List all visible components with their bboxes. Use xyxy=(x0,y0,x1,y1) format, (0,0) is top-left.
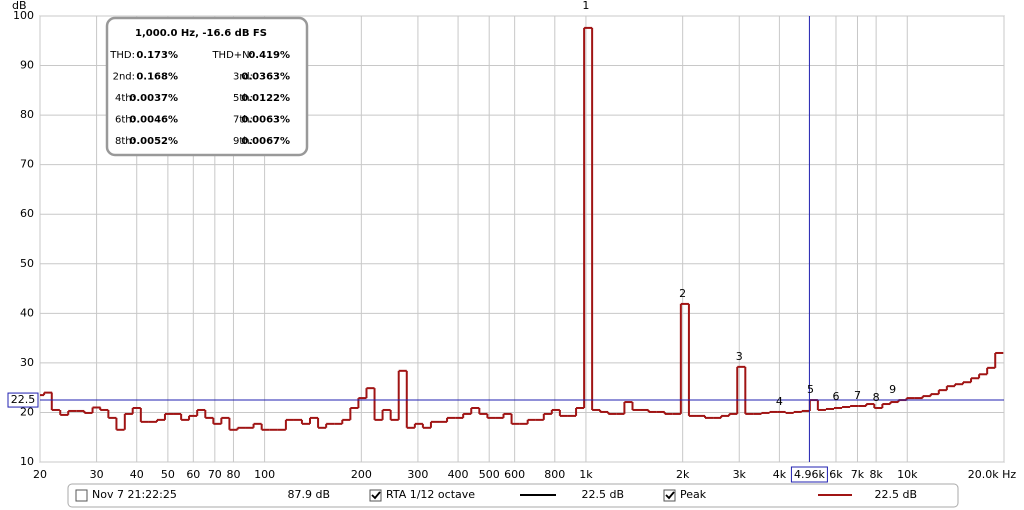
legend-level: 87.9 dB xyxy=(287,488,330,501)
harmonic-marker: 2 xyxy=(679,287,686,300)
checkbox xyxy=(663,489,676,502)
plot-content xyxy=(40,16,1004,462)
harmonic-marker: 3 xyxy=(736,350,743,363)
y-tick-label: 40 xyxy=(20,306,34,319)
x-tick-label: 6k xyxy=(829,468,843,481)
harmonic-marker: 4 xyxy=(776,395,783,408)
legend-frame xyxy=(67,483,959,508)
checkbox xyxy=(369,489,382,502)
x-tick-label: 400 xyxy=(448,468,469,481)
y-tick-label: 20 xyxy=(20,405,34,418)
y-tick-label: 30 xyxy=(20,356,34,369)
legend-name: Peak xyxy=(680,488,707,501)
cursor-y-label: 22.5 xyxy=(11,393,36,406)
x-tick-label: 2k xyxy=(676,468,690,481)
distortion-label: 8th: xyxy=(115,136,135,147)
x-tick-label: 7k xyxy=(851,468,865,481)
harmonic-marker: 1 xyxy=(582,0,589,12)
checkbox xyxy=(75,489,88,502)
x-tick-label: 60 xyxy=(186,468,200,481)
legend-level: 22.5 dB xyxy=(581,488,624,501)
legend-bar: Nov 7 21:22:25 87.9 dB RTA 1/12 octave 22.5… xyxy=(67,483,959,508)
cursor-x-label: 4.96k xyxy=(794,468,825,481)
harmonic-marker: 9 xyxy=(889,383,896,396)
x-tick-label: 20 xyxy=(33,468,47,481)
x-tick-label: 10k xyxy=(897,468,918,481)
x-tick-label: 200 xyxy=(351,468,372,481)
x-tick-label: 500 xyxy=(479,468,500,481)
distortion-header: 1,000.0 Hz, -16.6 dB FS xyxy=(135,28,267,39)
distortion-value: 0.168% xyxy=(136,72,178,83)
distortion-label: 2nd: xyxy=(113,72,135,83)
x-tick-label: 30 xyxy=(90,468,104,481)
distortion-value: 0.0067% xyxy=(241,136,290,147)
x-tick-label: 800 xyxy=(544,468,565,481)
distortion-value: 0.0046% xyxy=(129,115,178,126)
x-tick-label: 70 xyxy=(208,468,222,481)
distortion-label: 4th: xyxy=(115,93,135,104)
x-tick-label: 50 xyxy=(161,468,175,481)
distortion-label: 7th: xyxy=(233,115,253,126)
distortion-box-frame xyxy=(105,16,309,157)
cursor-y-label-box xyxy=(7,392,39,408)
y-tick-label: 90 xyxy=(20,59,34,72)
x-tick-label: 3k xyxy=(733,468,747,481)
distortion-label: THD+N: xyxy=(211,50,253,61)
x-tick-label: 600 xyxy=(504,468,525,481)
y-tick-label: 100 xyxy=(13,9,34,22)
cursor-x-label-box xyxy=(790,466,828,483)
distortion-label: 3rd: xyxy=(233,72,253,83)
distortion-value: 0.0052% xyxy=(129,136,178,147)
distortion-value: 0.0063% xyxy=(241,115,290,126)
distortion-label: 6th: xyxy=(115,115,135,126)
x-tick-label: 100 xyxy=(254,468,275,481)
distortion-value: 0.0122% xyxy=(241,93,290,104)
x-tick-label: 20.0k Hz xyxy=(968,468,1017,481)
y-axis-label: dB xyxy=(12,0,27,12)
x-tick-label: 4k xyxy=(773,468,787,481)
y-tick-label: 80 xyxy=(20,108,34,121)
y-tick-label: 60 xyxy=(20,207,34,220)
x-tick-label: 80 xyxy=(226,468,240,481)
distortion-label: THD: xyxy=(109,50,135,61)
distortion-value: 0.419% xyxy=(248,50,290,61)
checkmark xyxy=(665,491,675,500)
harmonic-marker: 5 xyxy=(807,383,814,396)
harmonic-marker: 8 xyxy=(873,391,880,404)
y-tick-label: 50 xyxy=(20,257,34,270)
distortion-value: 0.0363% xyxy=(241,72,290,83)
legend-name: Nov 7 21:22:25 xyxy=(92,488,177,501)
legend-name: RTA 1/12 octave xyxy=(386,488,475,501)
distortion-label: 5th: xyxy=(233,93,253,104)
checkmark xyxy=(371,491,381,500)
distortion-label: 9th: xyxy=(233,136,253,147)
y-tick-label: 10 xyxy=(20,455,34,468)
legend-level: 22.5 dB xyxy=(874,488,917,501)
x-tick-label: 1k xyxy=(579,468,593,481)
y-tick-label: 70 xyxy=(20,158,34,171)
harmonic-marker: 7 xyxy=(854,389,861,402)
distortion-value: 0.173% xyxy=(136,50,178,61)
distortion-value: 0.0037% xyxy=(129,93,178,104)
harmonic-marker: 6 xyxy=(832,390,839,403)
x-tick-label: 8k xyxy=(869,468,883,481)
x-tick-label: 40 xyxy=(130,468,144,481)
x-tick-label: 300 xyxy=(407,468,428,481)
